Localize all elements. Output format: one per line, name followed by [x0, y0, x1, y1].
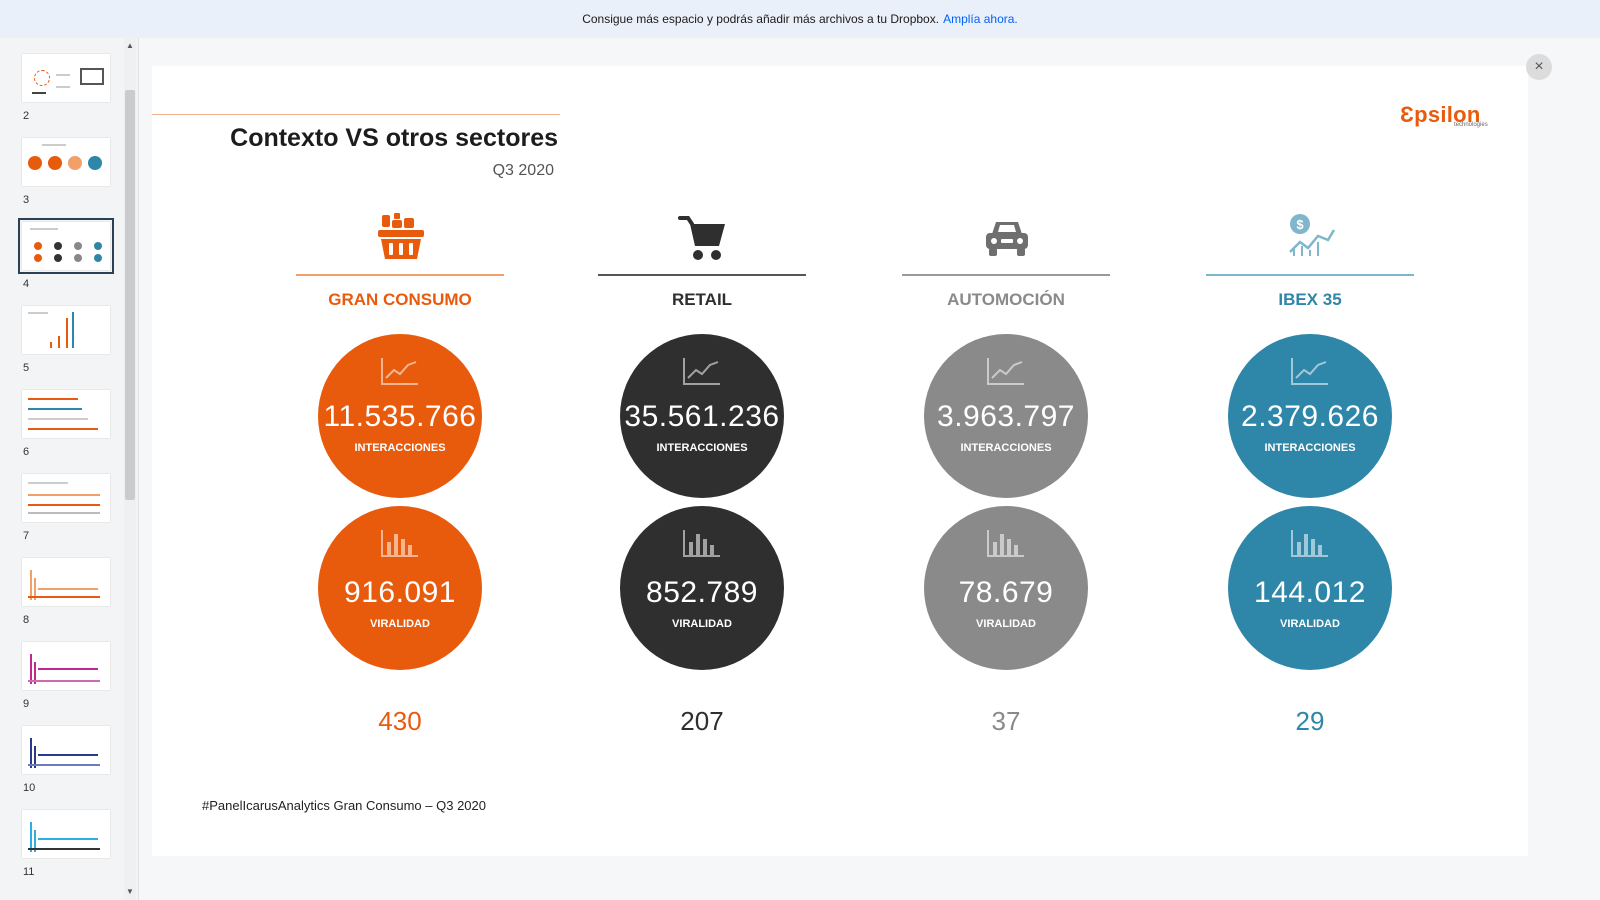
thumbnail-number: 10: [23, 782, 36, 794]
slide-thumbnail[interactable]: [22, 810, 110, 858]
sector-count: 29: [1295, 706, 1325, 736]
thumbnail-scrollbar[interactable]: ▲ ▼: [124, 38, 136, 900]
interactions-label: INTERACCIONES: [960, 442, 1052, 454]
slide-footer: #PanelIcarusAnalytics Gran Consumo – Q3 …: [202, 798, 486, 813]
interactions-circle: 2.379.626 INTERACCIONES: [1228, 334, 1392, 498]
sector-divider: [902, 274, 1110, 276]
sector-count: 430: [378, 706, 422, 736]
interactions-label: INTERACCIONES: [354, 442, 446, 454]
thumbnail-item[interactable]: 6: [22, 390, 118, 458]
interactions-value: 2.379.626: [1241, 400, 1379, 433]
sector-name: AUTOMOCIÓN: [947, 290, 1065, 309]
thumbnail-item[interactable]: 9: [22, 642, 118, 710]
interactions-value: 3.963.797: [937, 400, 1075, 433]
bar-chart-icon: [683, 530, 720, 557]
line-chart-icon: [683, 358, 720, 385]
scroll-down-arrow-icon[interactable]: ▼: [126, 887, 134, 896]
bar-chart-icon: [987, 530, 1024, 557]
thumbnail-item[interactable]: 5: [22, 306, 118, 374]
sector-count: 37: [991, 706, 1021, 736]
interactions-label: INTERACCIONES: [656, 442, 748, 454]
virality-value: 852.789: [646, 576, 758, 609]
slide-subtitle: Q3 2020: [492, 162, 554, 179]
banner-message: Consigue más espacio y podrás añadir más…: [582, 12, 940, 26]
bar-chart-icon: [1291, 530, 1328, 557]
virality-value: 916.091: [344, 576, 456, 609]
thumbnail-number: 5: [23, 362, 30, 374]
line-chart-icon: [381, 358, 418, 385]
thumbnail-number: 4: [23, 278, 30, 290]
virality-circle: 78.679 VIRALIDAD: [924, 506, 1088, 670]
car-icon: [986, 222, 1028, 256]
line-chart-icon: [987, 358, 1024, 385]
thumbnail-number: 9: [23, 698, 30, 710]
thumbnail-item[interactable]: 2: [22, 54, 118, 122]
thumbnail-number: 6: [23, 446, 30, 458]
interactions-circle: 3.963.797 INTERACCIONES: [924, 334, 1088, 498]
virality-value: 78.679: [958, 576, 1054, 609]
sector-divider: [296, 274, 504, 276]
virality-label: VIRALIDAD: [976, 618, 1036, 630]
upgrade-link[interactable]: Amplía ahora.: [943, 12, 1018, 26]
thumbnail-item[interactable]: 11: [22, 810, 118, 878]
upgrade-banner: Consigue más espacio y podrás añadir más…: [0, 0, 1600, 38]
slide-thumbnail-active[interactable]: [18, 218, 114, 274]
epsilon-logo-subtitle: technologies: [1454, 122, 1488, 128]
virality-circle: 916.091 VIRALIDAD: [318, 506, 482, 670]
sector-count: 207: [680, 706, 724, 736]
scrollbar-thumb[interactable]: [125, 90, 135, 500]
thumbnail-item[interactable]: 3: [22, 138, 118, 206]
sector-name: RETAIL: [671, 290, 733, 309]
thumbnail-item[interactable]: 10: [22, 726, 118, 794]
sector-divider: [1206, 274, 1414, 276]
thumbnail-item[interactable]: 7: [22, 474, 118, 542]
bar-chart-icon: [381, 530, 418, 557]
interactions-circle: 35.561.236 INTERACCIONES: [620, 334, 784, 498]
thumbnail-item[interactable]: 4: [18, 218, 118, 290]
sector-divider: [598, 274, 806, 276]
slide-thumbnail[interactable]: [22, 474, 110, 522]
epsilon-logo: Ɛpsilon: [1400, 102, 1481, 127]
slide-thumbnail[interactable]: [22, 726, 110, 774]
slide-title: Contexto VS otros sectores: [230, 124, 558, 152]
slide-thumbnail[interactable]: [22, 306, 110, 354]
shopping-cart-icon: [678, 216, 725, 260]
scroll-up-arrow-icon[interactable]: ▲: [126, 41, 134, 50]
slide-thumbnail-panel: 2 3 4: [0, 38, 139, 900]
virality-label: VIRALIDAD: [370, 618, 430, 630]
interactions-value: 11.535.766: [323, 400, 477, 433]
interactions-value: 35.561.236: [624, 400, 780, 433]
interactions-label: INTERACCIONES: [1264, 442, 1356, 454]
thumbnail-number: 11: [23, 866, 35, 878]
slide-thumbnail[interactable]: [22, 390, 110, 438]
svg-text:$: $: [1296, 217, 1304, 232]
virality-label: VIRALIDAD: [1280, 618, 1340, 630]
grocery-basket-icon: [378, 213, 424, 259]
thumbnail-number: 7: [23, 530, 30, 542]
sector-name: GRAN CONSUMO: [328, 290, 472, 309]
virality-circle: 144.012 VIRALIDAD: [1228, 506, 1392, 670]
thumbnail-number: 3: [23, 194, 30, 206]
thumbnail-number: 8: [23, 614, 30, 626]
slide-thumbnail[interactable]: [22, 138, 110, 186]
virality-value: 144.012: [1254, 576, 1366, 609]
virality-label: VIRALIDAD: [672, 618, 732, 630]
slide-thumbnail[interactable]: [22, 642, 110, 690]
stock-growth-icon: $: [1289, 214, 1336, 256]
title-divider: [152, 114, 560, 115]
close-icon[interactable]: ×: [1526, 54, 1552, 80]
slide-thumbnail[interactable]: [22, 558, 110, 606]
line-chart-icon: [1291, 358, 1328, 385]
slide-thumbnail[interactable]: [22, 54, 110, 102]
thumbnail-item[interactable]: 8: [22, 558, 118, 626]
sector-name: IBEX 35: [1278, 290, 1342, 309]
thumbnail-number: 2: [23, 110, 30, 122]
virality-circle: 852.789 VIRALIDAD: [620, 506, 784, 670]
interactions-circle: 11.535.766 INTERACCIONES: [318, 334, 482, 498]
slide-viewer: Contexto VS otros sectores Q3 2020 Ɛpsil…: [152, 66, 1528, 856]
